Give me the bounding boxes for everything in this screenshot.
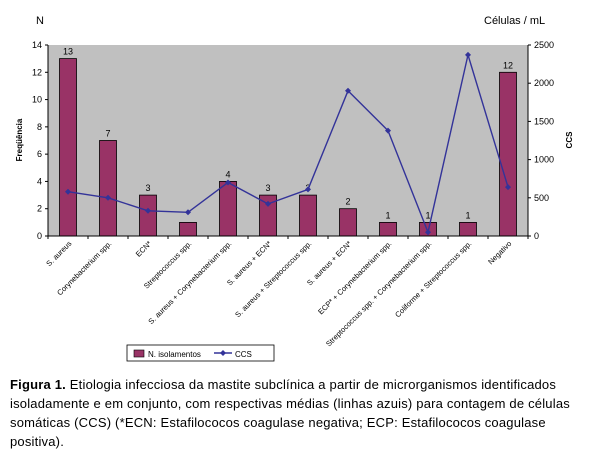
bar [459,221,477,237]
right-tick-label: 1000 [534,155,554,165]
bar [499,71,517,237]
ccs-line-series [65,51,511,236]
left-tick-label: 8 [37,122,42,132]
left-tick-label: 4 [37,176,42,186]
ccs-point [65,188,71,195]
bar [59,58,77,237]
bar [219,180,237,237]
bar-data-label: 1 [425,210,430,220]
ccs-point [185,209,191,216]
right-axis-ticks: 0 500 1000 1500 2000 2500 [528,40,554,241]
ccs-point [345,87,351,94]
x-category-label: ECN* [134,239,154,259]
ccs-point [465,51,471,58]
ccs-point [385,127,391,134]
bar [299,194,317,237]
bar-data-label: 4 [225,169,230,179]
bar-data-label: 3 [265,183,270,193]
x-category-label: S. aureus + Corynebacterium spp. [146,239,233,326]
x-category-label: Coliforme + Streptococcus spp. [393,239,473,319]
right-tick-label: 500 [534,193,549,203]
left-axis-unit: N [36,15,44,27]
ccs-point [425,229,431,236]
right-tick-label: 2500 [534,40,554,50]
plot-area [48,45,528,236]
ccs-point [265,200,271,207]
legend-bar-swatch [133,349,145,358]
left-tick-label: 12 [32,67,42,77]
bar [139,194,157,237]
right-tick-label: 2000 [534,78,554,88]
x-category-label: S. aureus [44,239,73,268]
right-tick-label: 0 [534,231,539,241]
bar-data-label: 7 [105,129,110,139]
legend: N. isolamentos CCS [126,344,275,362]
bar [339,208,357,237]
legend-bar-label: N. isolamentos [148,350,201,359]
bar-data-label: 3 [145,183,150,193]
left-tick-label: 14 [32,40,42,50]
ccs-point [505,184,511,191]
legend-line-label: CCS [235,350,252,359]
y-axis-title: Freqüência [15,118,24,161]
ccs-point [145,207,151,214]
right-axis-unit: Células / mL [484,15,545,27]
bar-data-label: 12 [503,60,513,70]
x-category-label: S. aureus + Streptococcus spp. [233,239,313,319]
left-tick-label: 0 [37,231,42,241]
bar [99,140,117,237]
right-tick-label: 1500 [534,116,554,126]
left-tick-label: 6 [37,149,42,159]
bar-data-label: 1 [385,210,390,220]
ccs-point [225,179,231,186]
x-category-label: Negativo [486,239,513,266]
ccs-point [305,186,311,193]
caption-text: Etiologia infecciosa da mastite subclíni… [10,377,570,449]
bar [179,221,197,237]
bar [379,221,397,237]
left-axis-ticks: 0 2 4 6 8 10 12 14 [32,40,48,241]
y2-axis-title: CCS [565,131,574,149]
bar-series [59,58,517,237]
x-category-label: ECP* + Corynebacterium spp. [316,239,393,316]
bar-data-label: 1 [465,210,470,220]
bar-data-label: 13 [63,47,73,57]
left-tick-label: 2 [37,204,42,214]
legend-line-marker [220,350,226,356]
bar-data-label: 2 [345,197,350,207]
caption-label: Figura 1. [10,377,66,392]
ccs-line [67,52,509,235]
ccs-point [105,194,111,201]
figure-caption: Figura 1. Etiologia infecciosa da mastit… [10,375,580,451]
left-tick-label: 10 [32,95,42,105]
